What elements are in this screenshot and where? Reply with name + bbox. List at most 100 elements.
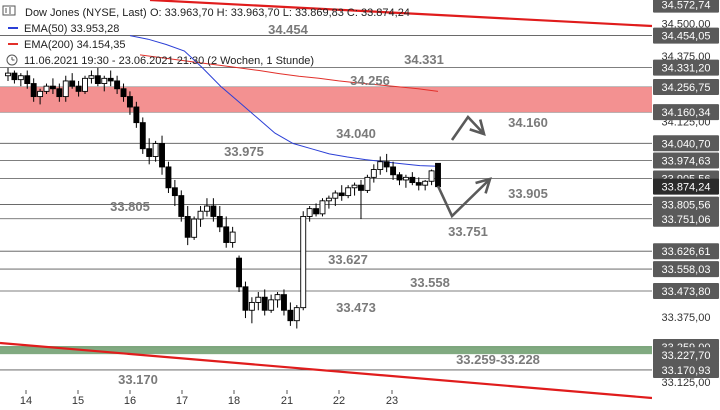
price-tag-label: 34.572,74 bbox=[662, 0, 711, 12]
time-tick-label: 21 bbox=[281, 395, 293, 407]
candle-body bbox=[101, 77, 108, 84]
candle-body bbox=[255, 296, 262, 303]
level-label: 33.975 bbox=[224, 144, 264, 159]
candle-body bbox=[248, 301, 255, 311]
candle-body bbox=[17, 75, 24, 81]
price-scale: 34.500,0034.375,0034.125,0033.375,0033.1… bbox=[653, 0, 719, 389]
candle-body bbox=[332, 192, 339, 199]
candle-body bbox=[114, 80, 121, 90]
candle-body bbox=[126, 96, 133, 108]
candle-body bbox=[364, 176, 371, 191]
candle-body bbox=[5, 72, 11, 77]
last-price-tag bbox=[653, 178, 719, 195]
candle-body bbox=[351, 184, 358, 189]
price-tag-label: 34.331,20 bbox=[662, 63, 711, 75]
level-label: 34.331 bbox=[404, 52, 444, 67]
candle-body bbox=[415, 182, 422, 186]
ema200-legend: EMA(200) 34.154,35 bbox=[24, 39, 126, 51]
candle-body bbox=[88, 75, 95, 79]
level-label: 34.040 bbox=[336, 126, 376, 141]
price-tag-label: 34.454,05 bbox=[662, 31, 711, 43]
level-label: 34.454 bbox=[268, 22, 309, 37]
candle-body bbox=[428, 170, 435, 182]
time-tick-label: 16 bbox=[124, 395, 136, 407]
candle-body bbox=[210, 205, 217, 217]
candle-body bbox=[396, 174, 403, 181]
candle-body bbox=[435, 162, 441, 188]
candlestick-series bbox=[5, 67, 441, 329]
level-label: 33.558 bbox=[410, 275, 450, 290]
price-tag bbox=[653, 283, 719, 300]
level-label: 33.259-33.228 bbox=[456, 352, 540, 367]
level-labels: 34.454 34.331 34.256 34.160 34.040 33.975 33.9… bbox=[110, 22, 548, 387]
candle-body bbox=[274, 294, 281, 301]
level-label: 34.256 bbox=[350, 73, 390, 88]
candle-body bbox=[24, 75, 31, 84]
price-tag bbox=[653, 135, 719, 152]
clock-icon bbox=[6, 54, 18, 66]
candle-body bbox=[69, 80, 76, 87]
candle-body bbox=[191, 218, 198, 238]
level-label: 33.170 bbox=[118, 372, 158, 387]
candle-body bbox=[37, 90, 44, 98]
price-tag-label: 33.974,63 bbox=[662, 156, 711, 168]
projection-up-arrow bbox=[450, 114, 485, 141]
price-tag-label: 33.473,80 bbox=[662, 286, 711, 298]
upper-trend-line bbox=[149, 0, 653, 28]
candle-body bbox=[358, 184, 364, 191]
candle-body bbox=[300, 215, 307, 309]
time-tick-label: 18 bbox=[228, 395, 240, 407]
candle-body bbox=[133, 106, 140, 124]
level-label: 33.627 bbox=[328, 252, 368, 267]
price-tag-label: 34.256,75 bbox=[662, 82, 711, 94]
candle-body bbox=[345, 187, 352, 197]
candle-body bbox=[30, 83, 37, 98]
candle-body bbox=[223, 226, 230, 243]
candle-body bbox=[159, 143, 165, 168]
projection-down-arrow bbox=[436, 178, 491, 219]
chart-title: Dow Jones (NYSE, Last) bbox=[25, 7, 147, 19]
settings-icon[interactable] bbox=[2, 5, 16, 16]
candle-body bbox=[229, 231, 236, 243]
time-range: 11.06.2021 19:30 - 23.06.2021 21:30 (2 W… bbox=[24, 55, 314, 67]
price-tag bbox=[653, 261, 719, 278]
candle-body bbox=[94, 75, 101, 84]
price-tag bbox=[653, 347, 719, 364]
candle-body bbox=[107, 77, 114, 82]
candle-body bbox=[390, 166, 397, 176]
price-tag bbox=[653, 79, 719, 95]
ema50-legend: EMA(50) 33.953,28 bbox=[24, 23, 119, 35]
legend: Dow Jones (NYSE, Last) O: 33.963,70 H: 3… bbox=[2, 5, 410, 67]
candle-body bbox=[165, 166, 172, 189]
lower-trend-line bbox=[0, 341, 653, 400]
candle-body bbox=[338, 192, 345, 197]
candle-body bbox=[82, 77, 88, 92]
candle-body bbox=[152, 143, 159, 157]
candle-body bbox=[43, 85, 50, 92]
price-tag bbox=[653, 152, 719, 169]
support-zone bbox=[0, 346, 652, 355]
level-label: 33.805 bbox=[110, 199, 150, 214]
level-label: 33.751 bbox=[448, 224, 488, 239]
ema200-line bbox=[139, 54, 439, 92]
candle-body bbox=[204, 205, 210, 212]
price-tag bbox=[653, 243, 719, 260]
candle-body bbox=[377, 161, 384, 170]
resistance-zone bbox=[0, 87, 652, 113]
candle-body bbox=[178, 195, 185, 217]
price-tag-label: 33.558,03 bbox=[662, 264, 711, 276]
time-tick-label: 23 bbox=[386, 395, 398, 407]
candle-body bbox=[171, 187, 178, 197]
candle-body bbox=[319, 200, 326, 215]
candle-body bbox=[56, 88, 63, 98]
candle-body bbox=[242, 286, 249, 311]
candle-body bbox=[197, 210, 204, 220]
price-tick-label: 33.125,00 bbox=[662, 377, 711, 389]
candle-body bbox=[11, 72, 18, 81]
candle-body bbox=[370, 169, 377, 178]
candle-body bbox=[146, 148, 153, 157]
candle-body bbox=[184, 215, 191, 238]
time-tick-label: 15 bbox=[72, 395, 84, 407]
